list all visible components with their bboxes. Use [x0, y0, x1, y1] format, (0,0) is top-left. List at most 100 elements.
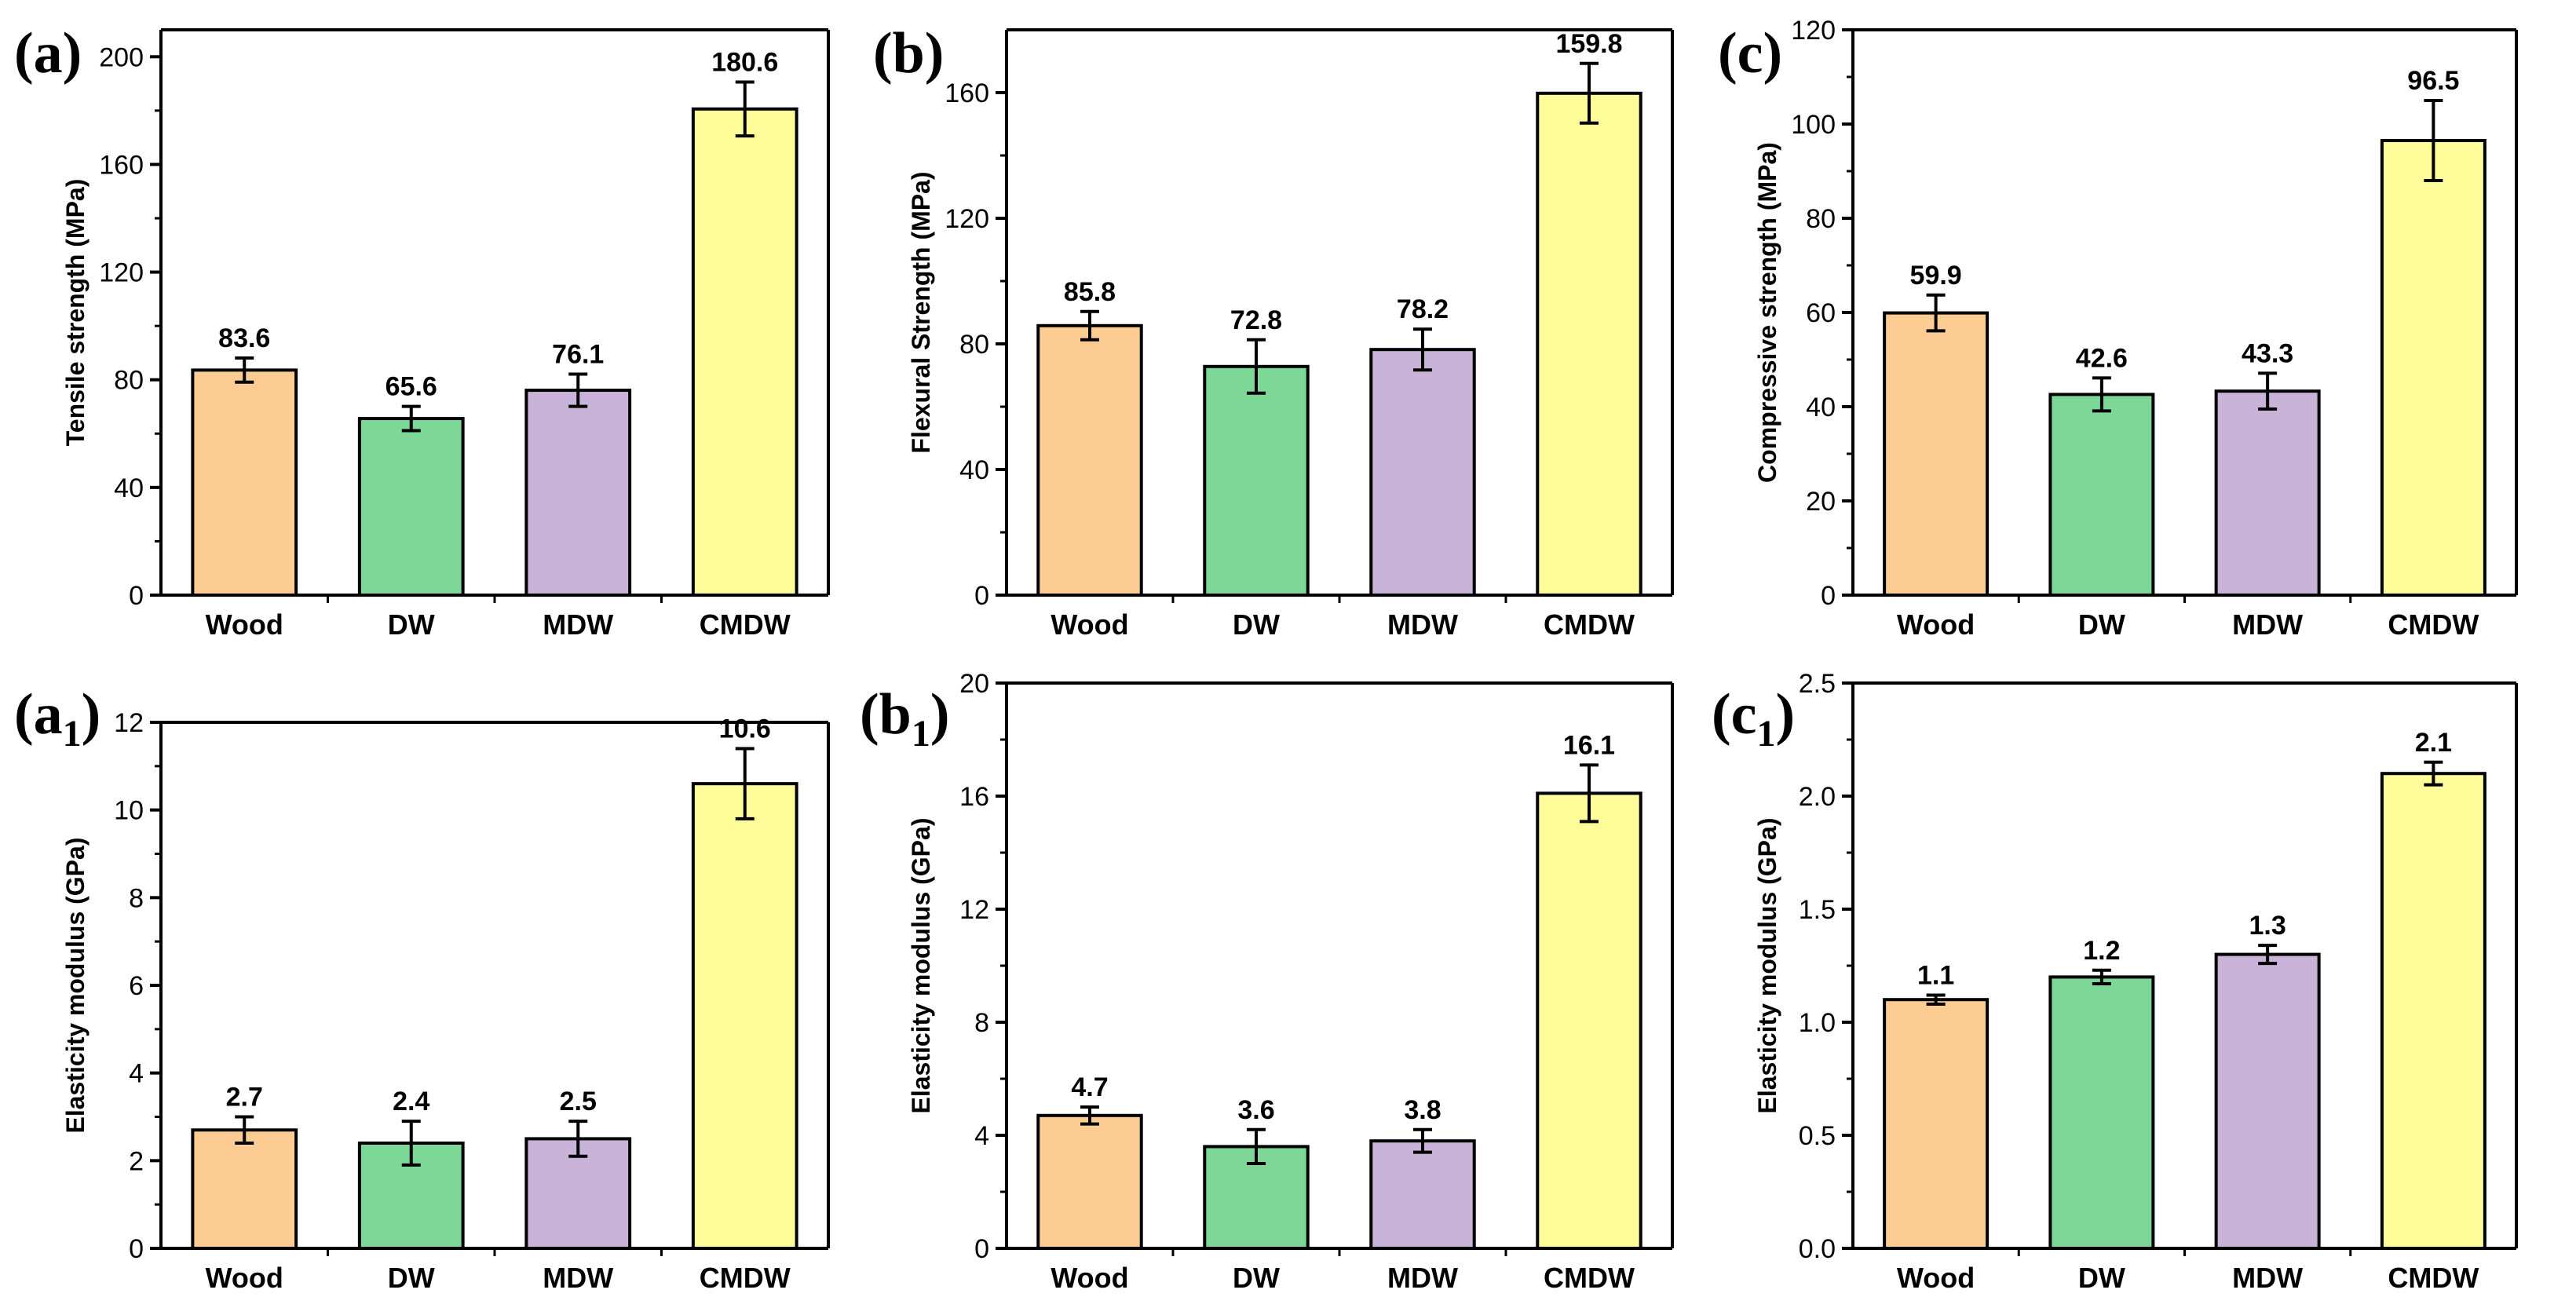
chart-panel-3: 59.9 Wood 42.6 DW 43.3 MDW 96.5 CMDW 0 20 40 60 80 10…	[1718, 16, 2518, 641]
category-label-wood: Wood	[1897, 1262, 1975, 1294]
data-label-cmdw: 16.1	[1563, 730, 1615, 760]
panel-label-close: )	[82, 682, 101, 747]
bar-wood	[1883, 311, 1990, 597]
category-label-dw: DW	[388, 1262, 435, 1294]
y-tick-label: 4	[974, 1121, 989, 1151]
y-tick-label: 80	[959, 330, 989, 360]
category-label-mdw: MDW	[543, 1262, 613, 1294]
bar-dw	[2048, 975, 2155, 1251]
y-tick-label: 160	[945, 79, 989, 108]
category-label-cmdw: CMDW	[1544, 608, 1635, 641]
panel-label-subscript: 1	[63, 713, 82, 754]
y-tick-label: 80	[114, 366, 144, 396]
category-label-cmdw: CMDW	[700, 1262, 791, 1294]
y-axis-title: Elasticity modulus (GPa)	[907, 818, 935, 1114]
bar-cmdw	[1536, 91, 1642, 597]
bar-dw	[357, 417, 465, 597]
bar-wood	[1883, 998, 1990, 1250]
panel-label: (a1)	[14, 682, 100, 754]
bar-cmdw	[691, 107, 798, 597]
y-tick-label: 16	[959, 782, 989, 812]
y-tick-label: 2.0	[1799, 782, 1836, 812]
y-tick-label: 8	[974, 1008, 989, 1038]
chart-panel-6: 1.1 Wood 1.2 DW 1.3 MDW 2.1 CMDW 0.0 0.5 1.0 1.5 2.0…	[1712, 669, 2518, 1294]
y-tick-label: 6	[129, 971, 144, 1001]
data-label-wood: 59.9	[1910, 261, 1962, 290]
y-tick-label: 12	[959, 895, 989, 925]
panel-label-main: (c	[1712, 682, 1757, 747]
y-tick-label: 2.5	[1799, 669, 1836, 699]
chart-panel-1: 83.6 Wood 65.6 DW 76.1 MDW 180.6 CMDW 0 40 80 120 16…	[14, 21, 830, 641]
y-axis-title: Compressive strength (MPa)	[1753, 142, 1781, 483]
data-label-mdw: 2.5	[560, 1087, 597, 1116]
y-tick-label: 120	[99, 258, 144, 288]
y-tick-label: 0	[974, 1234, 989, 1264]
category-label-mdw: MDW	[2232, 608, 2303, 641]
y-tick-label: 160	[99, 150, 144, 180]
y-tick-label: 0	[974, 581, 989, 611]
bar-mdw	[2214, 952, 2321, 1250]
chart-panel-2: 85.8 Wood 72.8 DW 78.2 MDW 159.8 CMDW 0 40 80 120 16…	[873, 21, 1674, 641]
y-tick-label: 60	[1806, 298, 1836, 328]
panel-label-main: (b)	[873, 21, 944, 86]
category-label-wood: Wood	[1897, 608, 1975, 641]
panel-label: (a)	[14, 21, 82, 86]
category-label-cmdw: CMDW	[700, 608, 791, 641]
bar-wood	[191, 1128, 298, 1250]
panel-label-main: (c)	[1718, 21, 1782, 86]
data-label-dw: 72.8	[1230, 305, 1282, 335]
data-label-dw: 1.2	[2083, 936, 2120, 966]
y-tick-label: 0.5	[1799, 1121, 1836, 1151]
bar-wood	[1036, 323, 1143, 597]
y-tick-label: 1.5	[1799, 895, 1836, 925]
category-label-mdw: MDW	[543, 608, 613, 641]
panel-label-close: )	[1776, 682, 1796, 747]
panel-label: (c1)	[1712, 682, 1795, 754]
y-tick-label: 10	[114, 796, 144, 826]
data-label-wood: 2.7	[226, 1083, 263, 1113]
bar-cmdw	[2380, 139, 2486, 597]
y-tick-label: 40	[959, 455, 989, 485]
bar-mdw	[524, 389, 632, 597]
bar-wood	[191, 368, 298, 597]
y-tick-label: 0	[129, 1234, 144, 1264]
category-label-wood: Wood	[206, 1262, 283, 1294]
bar-dw	[1203, 364, 1310, 597]
y-tick-label: 0.0	[1799, 1234, 1836, 1264]
category-label-cmdw: CMDW	[1544, 1262, 1635, 1294]
data-label-cmdw: 2.1	[2415, 728, 2452, 758]
category-label-cmdw: CMDW	[2388, 608, 2479, 641]
y-tick-label: 0	[1821, 581, 1836, 611]
y-tick-label: 40	[114, 473, 144, 503]
data-label-mdw: 78.2	[1397, 294, 1449, 324]
data-label-wood: 1.1	[1917, 960, 1954, 990]
data-label-mdw: 43.3	[2242, 338, 2293, 368]
bar-dw	[2048, 393, 2155, 597]
chart-panel-4: 2.7 Wood 2.4 DW 2.5 MDW 10.6 CMDW 0 2 4 6 8 10 12 Elast…	[14, 682, 830, 1294]
y-tick-label: 120	[945, 204, 989, 234]
data-label-wood: 85.8	[1064, 277, 1116, 307]
bar-mdw	[1369, 1139, 1476, 1250]
data-label-dw: 3.6	[1237, 1095, 1274, 1125]
bar-cmdw	[1536, 791, 1642, 1250]
y-tick-label: 40	[1806, 393, 1836, 422]
category-label-dw: DW	[1233, 1262, 1280, 1294]
data-label-cmdw: 180.6	[711, 48, 778, 78]
category-label-wood: Wood	[1050, 1262, 1128, 1294]
bar-mdw	[2214, 389, 2321, 597]
chart-panel-5: 4.7 Wood 3.6 DW 3.8 MDW 16.1 CMDW 0 4 8 12 16 20 Elast…	[860, 669, 1674, 1294]
category-label-mdw: MDW	[1387, 608, 1458, 641]
category-label-dw: DW	[2078, 608, 2125, 641]
category-label-mdw: MDW	[2232, 1262, 2303, 1294]
y-tick-label: 12	[114, 708, 144, 738]
bar-mdw	[1369, 348, 1476, 597]
panel-label-main: (a	[14, 682, 63, 747]
y-tick-label: 100	[1791, 110, 1836, 140]
y-tick-label: 8	[129, 883, 144, 913]
y-tick-label: 20	[959, 669, 989, 699]
panel-label-main: (a)	[14, 21, 82, 86]
category-label-dw: DW	[1233, 608, 1280, 641]
data-label-dw: 65.6	[385, 372, 437, 402]
bar-cmdw	[2380, 772, 2486, 1250]
